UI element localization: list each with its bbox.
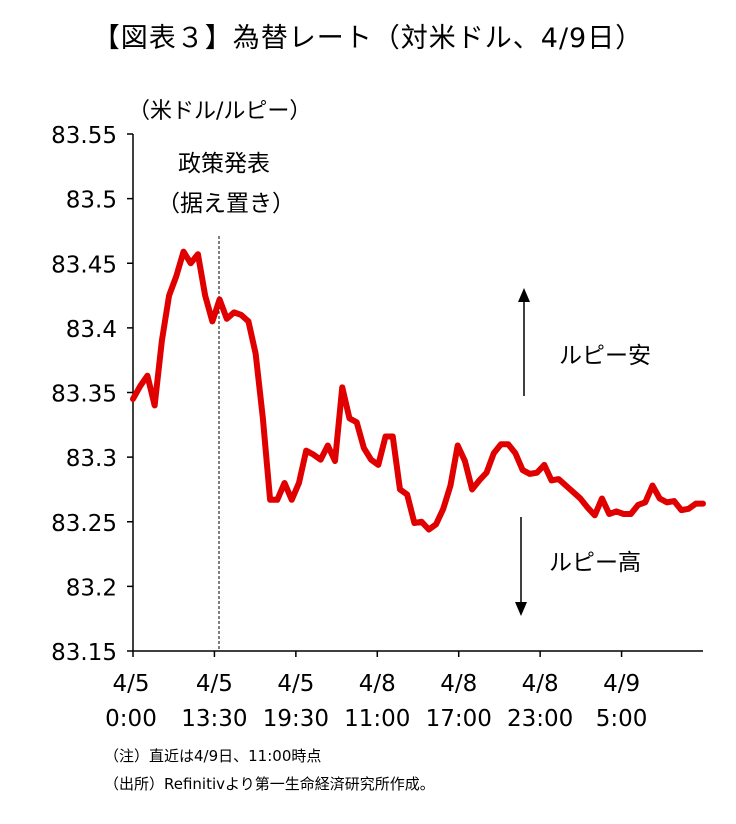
y-tick-label: 83.35 xyxy=(51,382,117,408)
x-tick-label-time: 5:00 xyxy=(596,706,648,732)
chart-title: 【図表３】為替レート（対米ドル、4/9日） xyxy=(92,23,644,54)
y-tick-labels: 83.55 83.5 83.45 83.4 83.35 83.3 83.25 83.2 83.1… xyxy=(51,123,117,666)
x-tick-label-date: 4/5 xyxy=(112,671,149,697)
exchange-rate-line xyxy=(130,248,706,533)
x-tick-label-time: 0:00 xyxy=(105,706,157,732)
y-tick-label: 83.55 xyxy=(51,123,117,149)
x-tick-label-date: 4/9 xyxy=(603,671,640,697)
x-tick-label-time: 11:00 xyxy=(344,706,410,732)
y-tick-label: 83.25 xyxy=(51,511,117,537)
y-tick-label: 83.2 xyxy=(66,575,117,601)
footnotes: （注）直近は4/9日、11:00時点 （出所）Refinitivより第一生命経済… xyxy=(104,742,435,798)
axes xyxy=(127,133,703,657)
series-layer xyxy=(130,248,706,533)
y-tick-label: 83.15 xyxy=(51,640,117,666)
y-tick-label: 83.5 xyxy=(66,188,117,214)
policy-annotation-line1: 政策発表 xyxy=(178,151,270,177)
x-tick-label-time: 13:30 xyxy=(181,706,247,732)
x-tick-label-date: 4/8 xyxy=(440,671,477,697)
x-tick-label-time: 17:00 xyxy=(426,706,492,732)
x-tick-label-time: 23:00 xyxy=(507,706,573,732)
footnote-note: （注）直近は4/9日、11:00時点 xyxy=(104,747,322,765)
rupee-stronger-label: ルピー高 xyxy=(549,550,641,576)
x-tick-labels: 4/5 0:00 4/5 13:30 4/5 19:30 4/8 11:00 4/8 17:00 4… xyxy=(105,671,647,732)
x-tick-label-date: 4/5 xyxy=(196,671,233,697)
rupee-weaker-label: ルピー安 xyxy=(559,343,651,369)
x-tick-label-date: 4/8 xyxy=(522,671,559,697)
footnote-source: （出所）Refinitivより第一生命経済研究所作成。 xyxy=(104,775,435,793)
y-tick-label: 83.45 xyxy=(51,252,117,278)
down-arrow-head xyxy=(515,602,527,616)
rate-chart: 83.55 83.5 83.45 83.4 83.35 83.3 83.25 83.2 83.1… xyxy=(51,99,706,732)
y-axis-label: （米ドル/ルピー） xyxy=(128,99,311,124)
up-arrow-head xyxy=(518,288,530,302)
x-tick-label-date: 4/5 xyxy=(277,671,314,697)
y-tick-label: 83.4 xyxy=(66,317,117,343)
policy-annotation-line2: （据え置き） xyxy=(157,191,295,217)
x-tick-label-date: 4/8 xyxy=(359,671,396,697)
y-tick-label: 83.3 xyxy=(66,446,117,472)
x-tick-label-time: 19:30 xyxy=(263,706,329,732)
